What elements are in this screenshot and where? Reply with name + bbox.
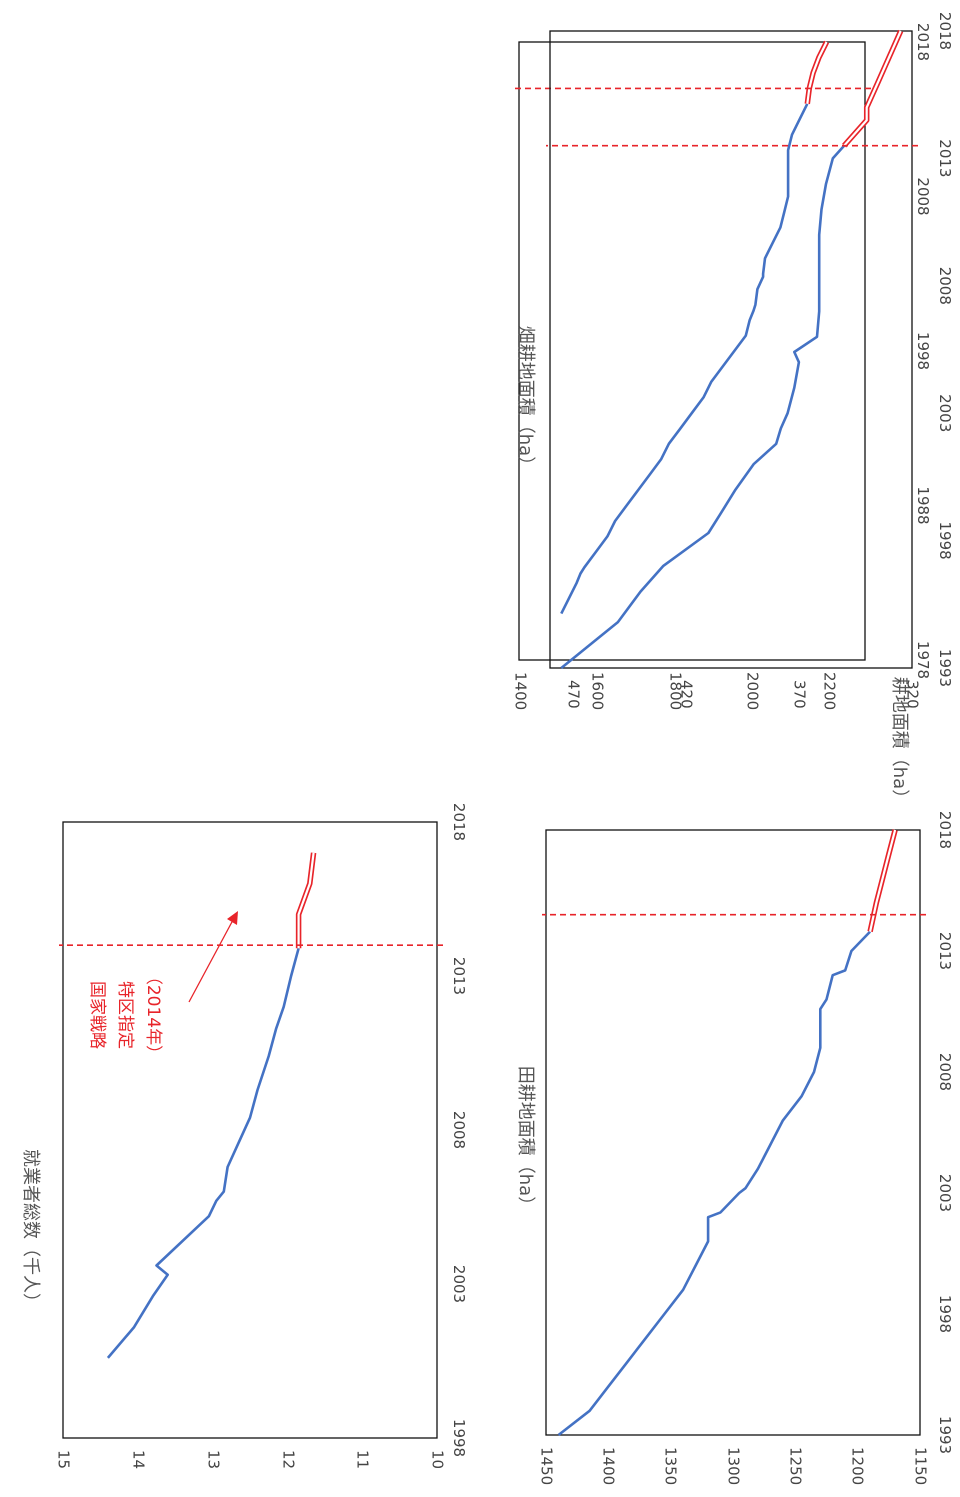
page-rotated: 耕地面積（ha） 1978 1988 1998 2008 2018 2200 2… [20,12,954,1485]
upland-area-y-tick: 470 [565,680,583,709]
upland-area-chart: 畑耕地面積（ha） 1993 1998 2003 2008 2013 2018 … [515,12,954,709]
employment-x-tick: 2018 [450,803,468,841]
paddy-area-x-tick: 2018 [936,811,954,849]
paddy-area-y-tick: 1350 [662,1447,680,1485]
cultivated-area-x-tick: 2018 [914,23,932,61]
paddy-area-series-layer [542,829,926,1437]
employment-y-ticks: 15 14 13 12 11 10 [55,1450,447,1469]
paddy-area-series-0-line [557,930,872,1437]
upland-area-title: 畑耕地面積（ha） [515,326,536,474]
upland-area-series-1-line-inner [843,30,902,147]
cultivated-area-y-tick: 1600 [589,672,607,710]
cultivated-area-y-tick: 2200 [821,672,839,710]
cultivated-area-x-tick: 1998 [914,332,932,370]
annotation-arrowhead [227,911,238,925]
cultivated-area-series-1-line [804,40,830,105]
upland-area-x-tick: 1993 [936,649,954,687]
employment-y-tick: 14 [130,1450,148,1469]
paddy-area-x-ticks: 1993 1998 2003 2008 2013 2018 [936,811,954,1454]
upland-area-x-tick: 2008 [936,267,954,305]
employment-y-tick: 10 [429,1450,447,1469]
upland-area-y-ticks: 470 420 370 320 [565,680,922,709]
paddy-area-x-tick: 2003 [936,1174,954,1212]
employment-x-tick: 2008 [450,1111,468,1149]
cultivated-area-x-tick: 1988 [914,486,932,524]
employment-series-0-line [106,947,300,1359]
paddy-area-chart: 田耕地面積（ha） 1993 1998 2003 2008 2013 2018 … [515,811,954,1485]
paddy-area-x-tick: 1998 [936,1295,954,1333]
annotation-line-1: 国家戦略 [87,981,107,1049]
employment-plot-frame [62,821,438,1439]
cultivated-area-series-layer [515,40,871,615]
upland-area-series-0-line [560,144,846,670]
cultivated-area-series-1-line-inner [806,41,828,104]
cultivated-area-title: 耕地面積（ha） [889,677,910,807]
cultivated-area-y-tick: 1800 [667,672,685,710]
paddy-area-series-1-line-inner [869,829,897,932]
cultivated-area-y-ticks: 2200 2000 1800 1600 1400 [512,672,839,710]
employment-series-1-line-inner [297,852,315,949]
employment-series-layer [59,852,443,1359]
employment-y-tick: 13 [205,1450,223,1469]
paddy-area-title: 田耕地面積（ha） [515,1066,536,1214]
cultivated-area-plot-frame [518,41,866,661]
upland-area-x-tick: 2003 [936,394,954,432]
employment-y-tick: 11 [354,1450,372,1469]
upland-area-y-tick: 420 [678,680,696,709]
paddy-area-y-tick: 1150 [912,1447,930,1485]
designation-annotation: 国家戦略 特区指定 （2014年） [87,911,238,1062]
paddy-area-y-ticks: 1450 1400 1350 1300 1250 1200 1150 [538,1447,930,1485]
cultivated-area-series-0-line [560,103,809,615]
employment-x-tick: 2013 [450,957,468,995]
upland-area-x-tick: 2018 [936,12,954,50]
employment-y-tick: 12 [280,1450,298,1469]
paddy-area-y-tick: 1200 [849,1447,867,1485]
paddy-area-y-tick: 1300 [725,1447,743,1485]
paddy-area-plot-frame [545,829,921,1436]
upland-area-x-tick: 2013 [936,139,954,177]
upland-area-x-tick: 1998 [936,522,954,560]
employment-chart: 就業者総数（千人） 1998 2003 2008 2013 2018 15 14… [20,803,468,1469]
upland-area-plot-frame [549,30,913,669]
cultivated-area-x-tick: 2008 [914,177,932,215]
cultivated-area-y-tick: 2000 [744,672,762,710]
employment-x-ticks: 1998 2003 2008 2013 2018 [450,803,468,1457]
upland-area-series-layer [546,29,918,670]
paddy-area-x-tick: 1993 [936,1416,954,1454]
paddy-area-x-tick: 2013 [936,932,954,970]
paddy-area-y-tick: 1450 [538,1447,556,1485]
cultivated-area-x-ticks: 1978 1988 1998 2008 2018 [914,23,932,679]
cultivated-area-chart: 耕地面積（ha） 1978 1988 1998 2008 2018 2200 2… [512,23,933,807]
annotation-line-2: 特区指定 [115,981,135,1049]
cultivated-area-y-tick: 1400 [512,672,530,710]
upland-area-y-tick: 320 [904,680,922,709]
annotation-arrow [188,919,234,1003]
employment-y-tick: 15 [55,1450,73,1469]
paddy-area-y-tick: 1250 [787,1447,805,1485]
employment-x-tick: 2003 [450,1265,468,1303]
employment-title: 就業者総数（千人） [20,1149,41,1311]
paddy-area-x-tick: 2008 [936,1053,954,1091]
employment-x-tick: 1998 [450,1419,468,1457]
annotation-line-3: （2014年） [143,968,163,1062]
paddy-area-y-tick: 1400 [600,1447,618,1485]
cultivated-area-x-tick: 1978 [914,641,932,679]
upland-area-x-ticks: 1993 1998 2003 2008 2013 2018 [936,12,954,687]
upland-area-y-tick: 370 [791,680,809,709]
